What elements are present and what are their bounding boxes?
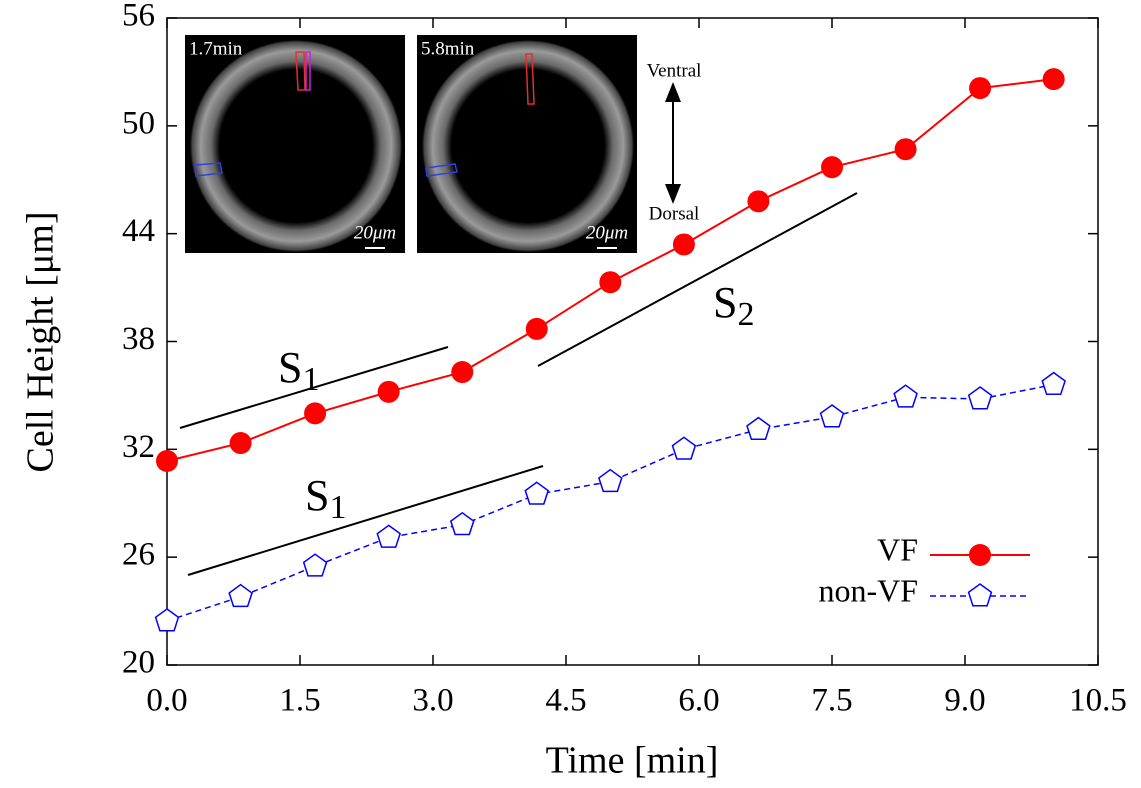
x-tick-label: 0.0 xyxy=(146,683,187,719)
y-axis-label: Cell Height [μm] xyxy=(20,212,62,473)
point xyxy=(967,386,993,410)
point xyxy=(598,468,623,493)
point xyxy=(819,404,845,428)
slope-line xyxy=(537,192,858,367)
y-tick-label: 50 xyxy=(122,105,155,141)
point xyxy=(228,583,253,608)
x-tick-label: 9.0 xyxy=(944,683,985,719)
x-tick-label: 1.5 xyxy=(279,683,320,719)
point xyxy=(154,608,180,632)
x-tick-label: 6.0 xyxy=(678,683,719,719)
point xyxy=(304,402,327,425)
point xyxy=(894,138,917,161)
scale-bar-label: 20μm xyxy=(586,222,628,243)
y-tick-label: 32 xyxy=(122,429,155,465)
point xyxy=(302,553,328,577)
annotation: S1 xyxy=(305,471,346,526)
x-tick-label: 3.0 xyxy=(412,683,453,719)
point xyxy=(449,511,475,536)
point xyxy=(893,384,918,408)
x-axis-label: Time [min] xyxy=(546,740,719,782)
y-tick-label: 26 xyxy=(122,537,155,573)
y-tick-label: 20 xyxy=(122,645,155,681)
point xyxy=(969,77,992,100)
inset xyxy=(417,35,637,253)
point xyxy=(451,361,474,384)
inset-time: 1.7min xyxy=(189,38,243,59)
point xyxy=(1041,371,1066,396)
orientation-label: Ventral xyxy=(647,60,702,81)
point xyxy=(376,524,401,548)
point xyxy=(746,416,771,441)
point xyxy=(377,380,400,403)
annotation: S2 xyxy=(713,278,754,333)
legend-marker xyxy=(969,544,991,566)
inset-time: 5.8min xyxy=(421,38,475,59)
x-tick-label: 7.5 xyxy=(811,683,852,719)
x-tick-label: 4.5 xyxy=(545,683,586,719)
point xyxy=(524,481,550,505)
point xyxy=(599,271,622,294)
point xyxy=(156,450,178,473)
x-tick-label: 10.5 xyxy=(1069,683,1127,719)
legend-label: non-VF xyxy=(818,572,918,608)
point xyxy=(747,190,770,213)
slope-line xyxy=(179,346,449,429)
point xyxy=(671,436,697,460)
y-tick-label: 38 xyxy=(122,321,155,357)
slope-line xyxy=(187,465,544,576)
y-tick-label: 56 xyxy=(122,0,155,34)
orientation-label: Dorsal xyxy=(649,203,700,224)
annotation-subscript: 1 xyxy=(302,361,319,398)
point xyxy=(1042,68,1065,91)
annotation-label: S xyxy=(278,343,302,392)
legend-label: VF xyxy=(877,531,918,567)
legend-marker xyxy=(967,583,993,607)
annotation: S1 xyxy=(278,343,319,398)
point xyxy=(525,317,548,340)
y-tick-label: 44 xyxy=(122,213,155,249)
annotation-subscript: 2 xyxy=(737,296,754,333)
scale-bar-label: 20μm xyxy=(354,222,396,243)
point xyxy=(672,233,695,256)
point xyxy=(229,432,252,455)
inset xyxy=(185,35,405,253)
annotation-label: S xyxy=(305,471,329,520)
point xyxy=(821,156,843,179)
annotation-label: S xyxy=(713,278,737,327)
annotation-subscript: 1 xyxy=(329,489,346,526)
